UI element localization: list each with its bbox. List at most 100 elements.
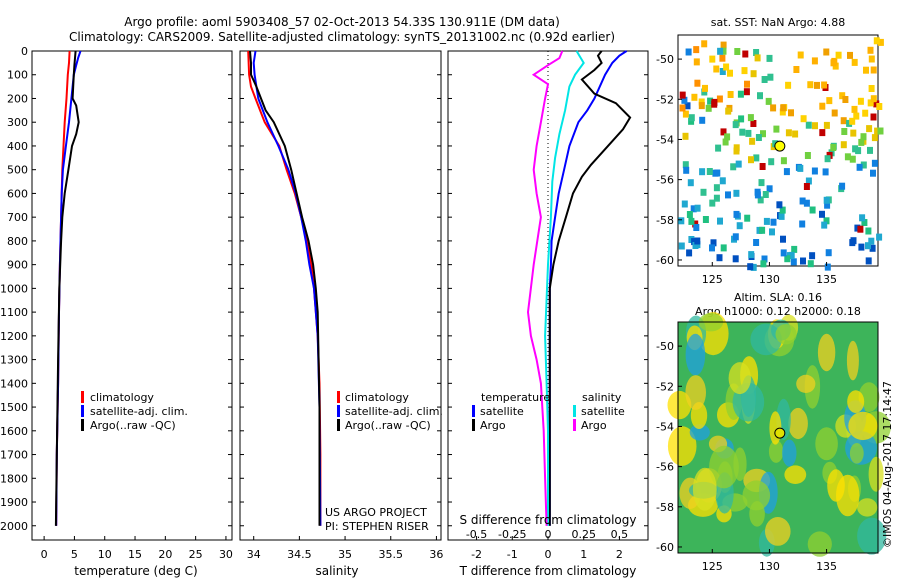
sst-pixel	[679, 91, 686, 99]
sst-pixel	[723, 63, 730, 71]
sst-pixel	[710, 239, 717, 247]
sst-pixel	[694, 204, 701, 212]
sst-pixel	[870, 66, 877, 74]
s-x-tick-label: 0	[545, 528, 552, 541]
sst-pixel	[849, 239, 856, 247]
sst-pixel	[739, 128, 746, 136]
sst-pixel	[722, 138, 729, 146]
sst-pixel	[839, 92, 846, 100]
sla-blob	[857, 498, 878, 517]
sst-pixel	[712, 169, 719, 177]
sst-pixel	[769, 228, 775, 236]
sst-pixel	[807, 81, 814, 89]
sst-pixel	[743, 88, 750, 96]
sst-pixel	[727, 91, 734, 98]
sla-blob	[733, 447, 747, 482]
sst-pixel	[873, 37, 880, 45]
sst-pixel	[747, 114, 754, 122]
x-tick-label: -1	[507, 548, 518, 561]
sst-pixel	[693, 58, 700, 66]
sst-pixel	[797, 51, 804, 59]
legend-satellite-adj: satellite-adj. clim.	[90, 405, 188, 418]
sst-pixel	[770, 104, 777, 112]
sst-pixel	[870, 113, 877, 121]
sst-pixel	[819, 210, 825, 218]
sst-pixel	[759, 163, 766, 170]
series-line-t-satellite	[548, 50, 628, 526]
salinity-axis-label: salinity	[315, 564, 358, 578]
sst-pixel	[720, 47, 727, 55]
project-credit: US ARGO PROJECT	[325, 506, 427, 519]
sla-blob	[709, 445, 739, 489]
sst-pixel	[727, 69, 733, 77]
sst-pixel	[826, 97, 833, 105]
depth-tick-label: 800	[7, 235, 28, 248]
plot-frame	[239, 50, 442, 541]
s-x-tick-label: -0.5	[466, 528, 487, 541]
sla-blob	[749, 501, 765, 527]
header-subtitle: Climatology: CARS2009. Satellite-adjuste…	[69, 30, 615, 44]
sst-pixel	[690, 205, 697, 213]
sst-pixel	[678, 217, 685, 225]
x-tick-label: 20	[158, 548, 172, 561]
sst-pixel	[706, 168, 713, 175]
legend-argo: Argo(..raw -QC)	[90, 419, 176, 432]
sla-blob	[775, 324, 797, 345]
map-y-tick-label: -54	[656, 420, 674, 433]
sst-pixel	[744, 214, 751, 222]
x-tick-label: 0	[545, 548, 552, 561]
sst-pixel	[709, 244, 715, 252]
series-line-t-argo	[548, 50, 632, 526]
sst-pixel	[754, 191, 761, 199]
sst-pixel	[807, 260, 814, 268]
legend-s-satellite: satellite	[581, 405, 625, 418]
sst-pixel	[759, 226, 766, 234]
sst-pixel	[757, 92, 763, 100]
sst-pixel	[686, 211, 693, 218]
x-tick-label: -2	[471, 548, 482, 561]
sst-pixel	[811, 57, 818, 65]
map-y-tick-label: -58	[656, 214, 674, 227]
sla-blob	[685, 333, 706, 376]
sst-pixel	[868, 85, 875, 92]
sst-pixel	[871, 134, 878, 142]
sst-pixel	[831, 109, 838, 117]
sst-pixel	[860, 161, 867, 169]
sst-pixel	[800, 257, 806, 265]
sst-pixel	[793, 66, 800, 73]
sst-pixel	[713, 194, 720, 202]
sst-pixel	[753, 154, 760, 162]
sst-pixel	[682, 132, 689, 140]
argo-location-marker	[774, 140, 786, 152]
sla-blob	[742, 480, 771, 511]
sst-pixel	[857, 225, 864, 233]
pi-credit: PI: STEPHEN RISER	[325, 520, 429, 533]
sst-pixel	[824, 155, 831, 163]
sst-pixel	[741, 67, 748, 75]
sst-pixel	[785, 129, 792, 137]
depth-tick-label: 200	[7, 92, 28, 105]
sst-pixel	[761, 255, 768, 263]
sst-pixel	[765, 97, 772, 105]
sla-map: 125 130 135 -50 -52 -54 -56 -58 -60	[656, 312, 891, 573]
sla-blob	[815, 427, 838, 461]
t-difference-axis-label: T difference from climatology	[459, 564, 637, 578]
sst-pixel	[814, 81, 820, 89]
sst-pixel	[865, 257, 872, 265]
series-line-s-satellite	[544, 50, 585, 526]
sst-pixel	[733, 144, 740, 152]
sst-pixel	[737, 90, 744, 98]
sst-pixel	[788, 109, 794, 117]
sst-pixel	[757, 196, 764, 204]
sst-pixel	[840, 117, 847, 125]
sst-pixel	[700, 188, 707, 196]
sla-blob	[768, 440, 784, 463]
depth-tick-label: 300	[7, 116, 28, 129]
sst-pixel	[799, 197, 806, 205]
sst-pixel	[719, 177, 726, 185]
sst-pixel	[825, 249, 832, 257]
sst-pixel	[748, 156, 754, 164]
sst-pixel	[762, 191, 769, 198]
sst-pixel	[871, 159, 878, 167]
sla-blob	[868, 456, 884, 492]
